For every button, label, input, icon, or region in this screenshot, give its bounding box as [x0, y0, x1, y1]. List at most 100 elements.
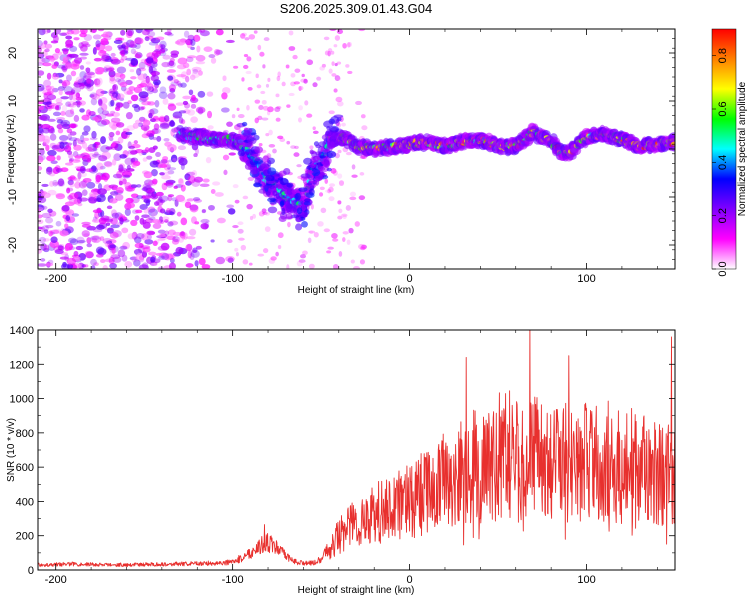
heatmap-cell: [265, 83, 270, 88]
heatmap-cell: [111, 212, 120, 219]
heatmap-cell: [353, 266, 360, 269]
heatmap-cell: [64, 223, 69, 229]
heatmap-cell: [347, 70, 353, 75]
heatmap-cell: [157, 196, 163, 203]
heatmap-cell: [168, 60, 175, 67]
heatmap-cell: [164, 230, 170, 237]
heatmap-cell: [342, 231, 349, 235]
heatmap-cell: [255, 73, 259, 79]
heatmap-cell: [349, 191, 356, 197]
heatmap-cell: [336, 29, 344, 35]
heatmap-cell: [42, 62, 52, 67]
heatmap-cell: [337, 173, 343, 179]
heatmap-cell: [68, 153, 74, 159]
heatmap-cell: [312, 126, 316, 131]
heatmap-cell: [133, 86, 143, 94]
heatmap-cell: [60, 263, 70, 269]
heatmap-cell: [189, 228, 197, 236]
heatmap-cell: [81, 131, 89, 136]
heatmap-cell: [171, 238, 180, 245]
heatmap-cell: [58, 79, 63, 84]
heatmap-cell: [38, 70, 45, 76]
heatmap-cell: [100, 215, 110, 221]
heatmap-cell: [119, 217, 124, 225]
heatmap-cell: [83, 233, 90, 237]
heatmap-cell: [298, 85, 304, 91]
heatmap-cell: [157, 266, 165, 269]
heatmap-cell: [52, 166, 60, 174]
heatmap-cell: [178, 116, 184, 124]
heatmap-cell: [111, 142, 116, 147]
y-tick-label: 10: [7, 95, 19, 107]
heatmap-cell: [119, 73, 126, 80]
heatmap-cell: [275, 251, 279, 257]
heatmap-cell: [201, 264, 211, 269]
heatmap-cell: [168, 159, 175, 163]
heatmap-cell: [342, 237, 346, 242]
heatmap-cell: [194, 260, 199, 267]
heatmap-cell: [172, 236, 180, 243]
heatmap-cell: [252, 213, 256, 219]
heatmap-cell: [150, 256, 156, 263]
heatmap-cell: [129, 44, 138, 49]
heatmap-cell: [310, 163, 316, 169]
heatmap-cell: [53, 29, 62, 35]
heatmap-cell: [241, 77, 245, 82]
heatmap-cell: [315, 177, 320, 186]
heatmap-cell: [126, 202, 136, 209]
heatmap-cell: [350, 259, 355, 264]
heatmap-cell: [81, 189, 88, 196]
heatmap-cell: [348, 227, 354, 234]
heatmap-cell: [338, 251, 343, 257]
heatmap-cell: [162, 54, 171, 60]
heatmap-cell: [134, 242, 144, 249]
heatmap-cell: [109, 198, 118, 204]
heatmap-cell: [151, 50, 162, 57]
heatmap-cell: [195, 245, 202, 250]
heatmap-cell: [43, 79, 52, 88]
heatmap-cell: [68, 237, 77, 244]
heatmap-cell: [262, 105, 269, 111]
heatmap-cell: [177, 83, 183, 88]
heatmap-cell: [240, 244, 247, 251]
heatmap-cell: [76, 236, 85, 245]
heatmap-cell: [216, 217, 226, 224]
heatmap-cell: [246, 56, 252, 62]
heatmap-cell: [169, 57, 175, 63]
heatmap-cell: [157, 229, 166, 234]
heatmap-cell: [131, 164, 137, 168]
spectrogram-x-axis-title: Height of straight line (km): [298, 285, 415, 296]
heatmap-cell: [150, 118, 157, 123]
heatmap-cell: [180, 184, 186, 192]
heatmap-cell: [231, 114, 236, 119]
heatmap-cell: [182, 62, 190, 69]
heatmap-cell: [60, 96, 70, 100]
heatmap-cell: [200, 30, 210, 37]
heatmap-cell: [69, 238, 79, 245]
heatmap-cell: [79, 171, 87, 178]
heatmap-cell: [147, 180, 158, 187]
heatmap-cell: [286, 140, 291, 145]
heatmap-cell: [74, 178, 81, 183]
heatmap-cell: [100, 136, 106, 145]
heatmap-cell: [95, 88, 105, 97]
heatmap-cell: [66, 150, 73, 155]
heatmap-cell: [92, 209, 103, 214]
heatmap-cell: [345, 204, 351, 211]
heatmap-cell: [141, 149, 149, 154]
heatmap-cell: [337, 101, 344, 107]
heatmap-cell: [180, 71, 188, 79]
heatmap-cell: [69, 157, 75, 162]
heatmap-cell: [184, 201, 192, 209]
heatmap-cell: [125, 111, 133, 120]
heatmap-cell: [295, 216, 302, 223]
heatmap-cell: [46, 94, 57, 101]
heatmap-cell: [297, 117, 302, 123]
heatmap-cell: [40, 42, 46, 49]
heatmap-cell: [112, 230, 122, 238]
heatmap-cell: [38, 83, 45, 92]
heatmap-cell: [190, 46, 195, 51]
heatmap-cell: [355, 100, 362, 106]
heatmap-cell: [91, 218, 101, 223]
heatmap-cell: [55, 98, 63, 104]
